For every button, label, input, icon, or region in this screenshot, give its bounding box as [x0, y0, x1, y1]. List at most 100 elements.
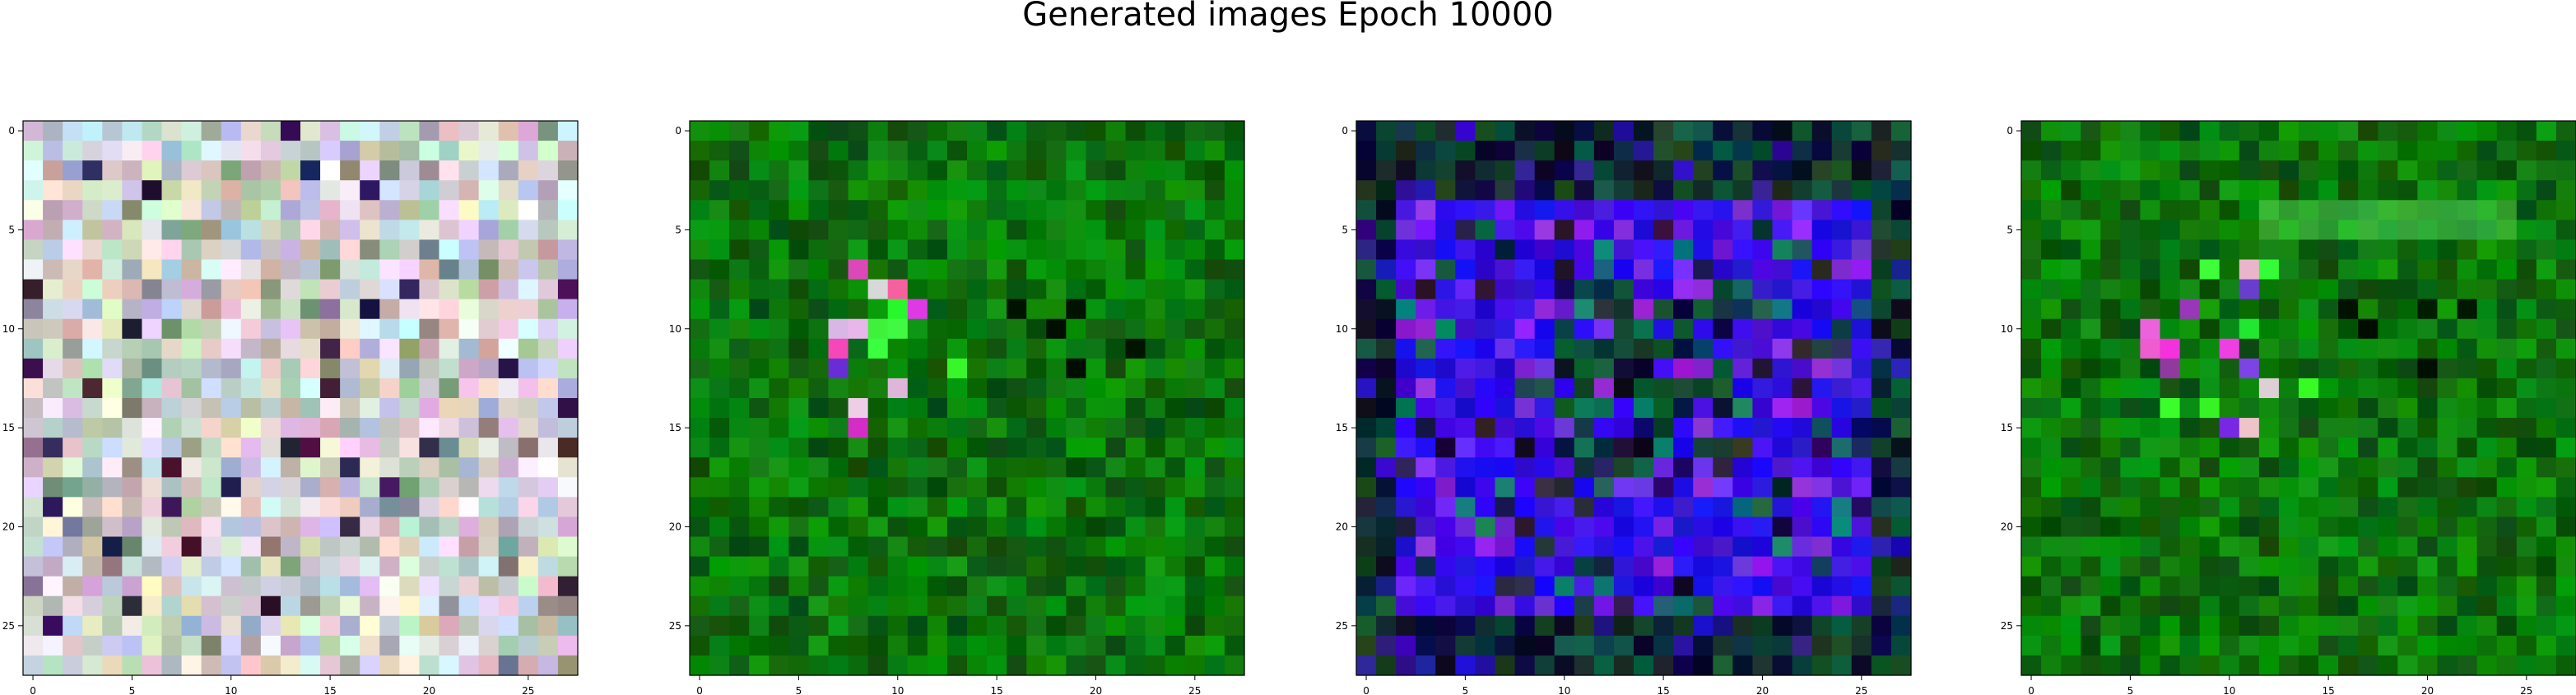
pixel — [690, 595, 710, 617]
pixel — [1396, 279, 1416, 300]
pixel — [1693, 358, 1713, 379]
pixel — [808, 595, 830, 617]
pixel — [709, 279, 730, 300]
pixel — [867, 378, 889, 399]
pixel — [221, 299, 242, 320]
pixel — [2219, 358, 2240, 379]
pixel — [498, 536, 519, 558]
pixel — [1890, 438, 1912, 458]
pixel — [1653, 556, 1674, 577]
pixel — [102, 378, 123, 399]
pixel — [280, 556, 301, 577]
pixel — [1732, 259, 1754, 280]
pixel — [201, 398, 222, 419]
pixel — [1435, 576, 1456, 597]
pixel — [1165, 220, 1186, 241]
pixel — [1145, 141, 1166, 161]
pixel — [788, 635, 810, 656]
pixel — [1593, 239, 1615, 261]
pixel — [1831, 457, 1853, 478]
pixel — [828, 259, 849, 280]
pixel — [1673, 160, 1694, 181]
pixel — [1534, 160, 1555, 181]
pixel — [2278, 497, 2299, 518]
pixel — [1772, 655, 1793, 676]
pixel — [1416, 338, 1436, 359]
pixel — [2219, 615, 2240, 637]
pixel — [2437, 121, 2458, 141]
pixel — [1613, 595, 1634, 617]
pixel — [1693, 180, 1713, 201]
pixel — [709, 180, 730, 201]
pixel — [2179, 418, 2201, 438]
pixel — [142, 517, 163, 538]
pixel — [2120, 517, 2141, 538]
pixel — [1732, 615, 1754, 637]
pixel — [557, 239, 579, 261]
pixel — [379, 418, 400, 438]
pixel — [379, 200, 400, 220]
pixel — [749, 576, 770, 597]
pixel — [537, 517, 559, 538]
pixel — [907, 517, 928, 538]
pixel — [23, 517, 44, 538]
pixel — [2299, 299, 2319, 320]
pixel — [848, 477, 869, 498]
pixel — [867, 318, 889, 340]
pixel — [967, 398, 988, 419]
pixel — [1752, 220, 1774, 241]
pixel — [557, 635, 579, 656]
pixel — [1376, 655, 1397, 676]
pixel — [360, 180, 380, 201]
pixel — [1026, 318, 1047, 340]
pixel — [439, 338, 460, 359]
pixel — [1356, 418, 1377, 438]
pixel — [987, 338, 1007, 359]
pixel — [1435, 160, 1456, 181]
pixel — [181, 239, 202, 261]
pixel — [1593, 418, 1615, 438]
pixel — [1554, 497, 1575, 518]
pixel — [2140, 318, 2161, 340]
pixel — [280, 438, 301, 458]
pixel — [927, 418, 948, 438]
pixel — [1634, 477, 1654, 498]
pixel — [1514, 279, 1536, 300]
pixel — [1046, 418, 1067, 438]
pixel — [1851, 556, 1872, 577]
pixel — [788, 279, 810, 300]
pixel — [1145, 378, 1166, 399]
pixel — [2536, 121, 2557, 141]
pixel — [1086, 457, 1107, 478]
pixel — [2318, 200, 2339, 220]
pixel — [828, 318, 849, 340]
pixel — [1007, 358, 1027, 379]
pixel — [2239, 378, 2260, 399]
pixel — [946, 517, 968, 538]
pixel — [478, 259, 500, 280]
pixel — [1554, 556, 1575, 577]
pixel — [788, 299, 810, 320]
pixel — [2378, 141, 2398, 161]
pixel — [1046, 299, 1067, 320]
pixel — [1554, 398, 1575, 419]
pixel — [1204, 259, 1225, 280]
pixel — [557, 338, 579, 359]
pixel — [1007, 180, 1027, 201]
pixel — [1007, 279, 1027, 300]
pixel — [749, 200, 770, 220]
pixel — [221, 378, 242, 399]
pixel — [1495, 517, 1516, 538]
generated-image-4 — [2021, 121, 2576, 676]
pixel — [2437, 160, 2458, 181]
pixel — [2358, 595, 2378, 617]
pixel — [1713, 497, 1733, 518]
pixel — [2378, 338, 2398, 359]
pixel — [1396, 220, 1416, 241]
pixel — [2160, 556, 2181, 577]
pixel — [946, 438, 968, 458]
pixel — [300, 378, 321, 399]
pixel — [260, 378, 281, 399]
pixel — [63, 576, 83, 597]
pixel — [1356, 438, 1377, 458]
